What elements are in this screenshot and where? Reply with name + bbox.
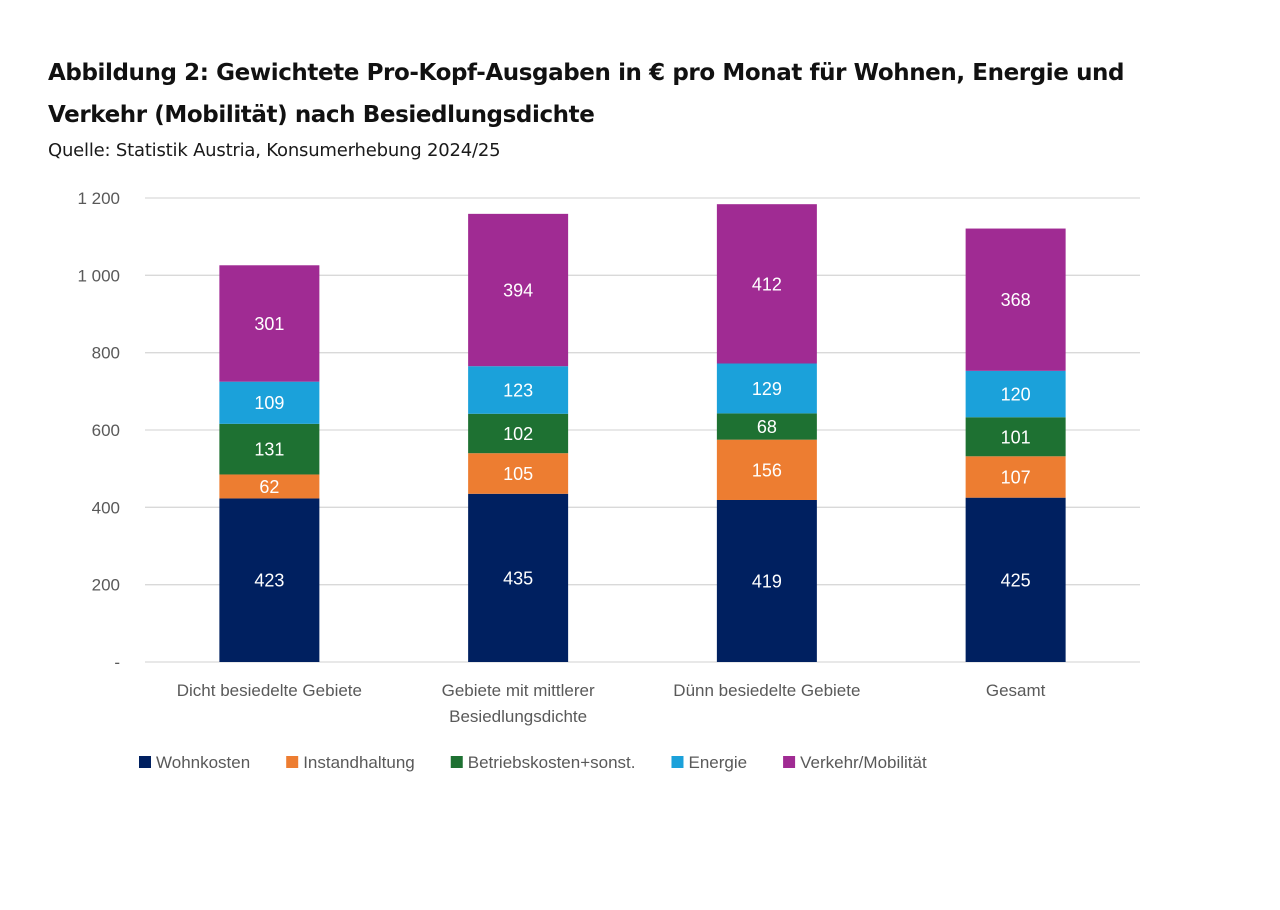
data-label: 368 — [1001, 290, 1031, 310]
data-label: 62 — [259, 477, 279, 497]
data-label: 68 — [757, 417, 777, 437]
data-label: 105 — [503, 464, 533, 484]
bar-segment — [468, 366, 569, 414]
data-label: 301 — [254, 314, 284, 334]
legend-swatch — [783, 756, 796, 768]
data-label: 131 — [254, 440, 284, 460]
x-category-label: Dünn besiedelte Gebiete — [673, 681, 860, 700]
legend-swatch — [671, 756, 684, 768]
bar-segment — [716, 363, 817, 414]
y-tick-label: 600 — [92, 421, 120, 440]
y-tick-label: 1 000 — [77, 266, 120, 285]
x-axis: Dicht besiedelte Gebiete Gebiete mit mitt… — [177, 681, 1046, 726]
bar-segment — [468, 213, 569, 367]
chart-source: Quelle: Statistik Austria, Konsumerhebun… — [48, 140, 501, 161]
bar-stack: 419 156 68 129 412 — [716, 204, 817, 662]
chart-title: Abbildung 2: Gewichtete Pro-Kopf-Ausgabe… — [48, 60, 1125, 128]
bar-segment — [716, 413, 817, 440]
bar-segment — [965, 370, 1066, 418]
legend-label: Betriebskosten+sonst. — [468, 753, 636, 772]
bar-segment — [716, 499, 817, 662]
data-label: 109 — [254, 393, 284, 413]
bar-segment — [468, 453, 569, 494]
bar-segment — [965, 417, 1066, 457]
data-label: 412 — [752, 274, 782, 294]
data-label: 102 — [503, 424, 533, 444]
bar-stack: 425 107 101 120 368 — [965, 228, 1066, 662]
bar-segment — [965, 456, 1066, 498]
y-tick-label: 800 — [92, 344, 120, 363]
bar-segment — [716, 439, 817, 500]
bar-segment — [468, 413, 569, 454]
bar-stack: 435 105 102 123 394 — [468, 213, 569, 662]
legend-swatch — [139, 756, 151, 768]
bar-segment — [219, 381, 320, 424]
data-label: 101 — [1001, 427, 1031, 447]
data-label: 419 — [752, 571, 782, 591]
bar-segment — [965, 228, 1066, 371]
legend-label: Instandhaltung — [303, 753, 415, 772]
bar-segment — [219, 265, 320, 382]
data-label: 435 — [503, 568, 533, 588]
x-category-label: Gesamt — [986, 681, 1046, 700]
legend-label: Energie — [688, 753, 747, 772]
legend-item: Energie — [671, 753, 747, 772]
bar-segment — [219, 423, 320, 475]
data-label: 394 — [503, 281, 533, 301]
data-label: 423 — [254, 571, 284, 591]
data-label: 123 — [503, 380, 533, 400]
legend-item: Betriebskosten+sonst. — [450, 753, 636, 772]
y-tick-label: 1 200 — [77, 189, 120, 208]
data-label: 107 — [1001, 467, 1031, 487]
data-label: 120 — [1001, 385, 1031, 405]
bar-segment — [965, 497, 1066, 662]
bar-segment — [219, 474, 320, 499]
y-tick-label: - — [114, 653, 120, 672]
legend-label: Verkehr/Mobilität — [800, 753, 927, 772]
legend-swatch — [286, 756, 299, 768]
bars: 423 62 131 109 301 435 105 102 123 394 419 156 68 129… — [219, 204, 1066, 662]
legend-item: Instandhaltung — [286, 753, 415, 772]
legend-swatch — [450, 756, 463, 768]
x-category-label: Dicht besiedelte Gebiete — [177, 681, 362, 700]
legend-label: Wohnkosten — [156, 753, 250, 772]
legend-item: Verkehr/Mobilität — [783, 753, 927, 772]
bar-segment — [219, 498, 320, 662]
data-label: 129 — [752, 379, 782, 399]
bar-segment — [716, 204, 817, 364]
x-category-label: Gebiete mit mittlerer Besiedlungsdichte — [442, 681, 595, 726]
legend-item: Wohnkosten — [139, 753, 250, 772]
bar-stack: 423 62 131 109 301 — [219, 265, 320, 662]
y-tick-label: 400 — [92, 498, 120, 517]
data-label: 156 — [752, 460, 782, 480]
y-tick-label: 200 — [92, 576, 120, 595]
y-axis: - 200 400 600 800 1 000 1 200 — [77, 189, 120, 672]
legend: Wohnkosten Instandhaltung Betriebskosten+s… — [139, 753, 927, 772]
data-label: 425 — [1001, 570, 1031, 590]
bar-segment — [468, 493, 569, 662]
